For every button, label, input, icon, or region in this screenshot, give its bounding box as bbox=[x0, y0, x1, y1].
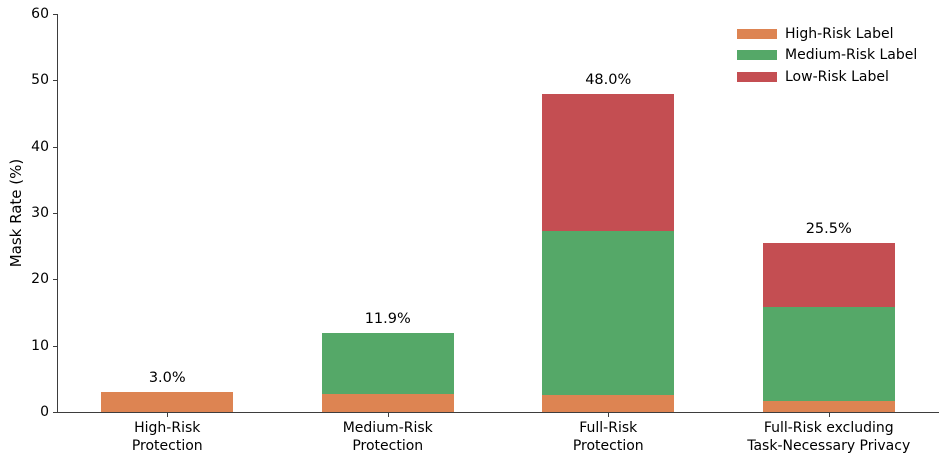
y-tick-label: 60 bbox=[31, 6, 49, 22]
x-tick-label-line: Protection bbox=[131, 438, 203, 454]
legend-label-high-risk: High-Risk Label bbox=[785, 25, 894, 42]
bar-segment-low-risk-label bbox=[762, 242, 895, 308]
y-tick-label: 0 bbox=[40, 404, 49, 420]
legend-item-high-risk: High-Risk Label bbox=[737, 23, 917, 45]
x-tick-label-line: High-Risk bbox=[134, 420, 201, 436]
y-tick-label: 10 bbox=[31, 337, 49, 354]
legend-swatch-medium-risk-icon bbox=[737, 50, 777, 61]
bar-segment-high-risk-label bbox=[321, 394, 454, 412]
x-tick-label-line: Protection bbox=[572, 438, 644, 454]
x-tick-label-line: Protection bbox=[352, 438, 424, 454]
y-tick-mark bbox=[53, 345, 57, 347]
x-tick-label-4: Full-Risk excluding Task-Necessary Privac… bbox=[714, 419, 944, 455]
y-tick-mark bbox=[53, 213, 57, 214]
bar-total-label: 25.5% bbox=[805, 220, 852, 237]
y-tick-label: 20 bbox=[31, 271, 49, 288]
y-tick-mark bbox=[53, 279, 57, 281]
legend-swatch-high-risk-icon bbox=[737, 28, 777, 39]
x-tick-mark bbox=[167, 413, 169, 417]
x-tick-label-1: High-Risk Protection bbox=[52, 419, 282, 455]
x-axis-spine bbox=[57, 412, 939, 413]
legend-swatch-low-risk-icon bbox=[737, 71, 777, 82]
bar-segment-medium-risk-label bbox=[762, 307, 895, 401]
x-tick-mark bbox=[608, 413, 610, 417]
legend-label-medium-risk: Medium-Risk Label bbox=[785, 47, 918, 64]
x-tick-label-line: Medium-Risk bbox=[342, 420, 433, 436]
y-tick-label: 40 bbox=[31, 138, 49, 155]
x-tick-label-line: Full-Risk bbox=[579, 420, 638, 436]
bar-total-label: 48.0% bbox=[585, 71, 632, 88]
bar-segment-medium-risk-label bbox=[542, 230, 675, 396]
y-tick-label: 30 bbox=[31, 205, 49, 221]
x-tick-label-line: Full-Risk excluding bbox=[763, 420, 894, 436]
bar-segment-high-risk-label bbox=[101, 392, 234, 412]
y-tick-label: 50 bbox=[31, 72, 49, 89]
legend-label-low-risk: Low-Risk Label bbox=[785, 68, 889, 85]
y-tick-mark bbox=[53, 146, 57, 148]
y-tick-mark bbox=[53, 412, 57, 413]
legend-item-medium-risk: Medium-Risk Label bbox=[737, 45, 917, 67]
bar-segment-medium-risk-label bbox=[321, 333, 454, 395]
bar-segment-high-risk-label bbox=[542, 395, 675, 412]
x-tick-mark bbox=[828, 413, 830, 417]
x-tick-mark bbox=[387, 413, 389, 417]
y-tick-mark bbox=[53, 80, 57, 82]
legend: High-Risk Label Medium-Risk Label Low-Ri… bbox=[737, 23, 917, 88]
x-tick-label-3: Full-Risk Protection bbox=[493, 419, 723, 455]
legend-item-low-risk: Low-Risk Label bbox=[737, 66, 917, 88]
bar-total-label: 3.0% bbox=[148, 370, 186, 387]
bar-segment-high-risk-label bbox=[762, 400, 895, 412]
bar-total-label: 11.9% bbox=[364, 311, 411, 328]
bar-segment-low-risk-label bbox=[542, 93, 675, 231]
x-tick-label-2: Medium-Risk Protection bbox=[273, 419, 503, 455]
y-tick-mark bbox=[53, 14, 57, 15]
x-tick-label-line: Task-Necessary Privacy bbox=[747, 438, 911, 454]
y-axis-spine bbox=[57, 14, 58, 412]
